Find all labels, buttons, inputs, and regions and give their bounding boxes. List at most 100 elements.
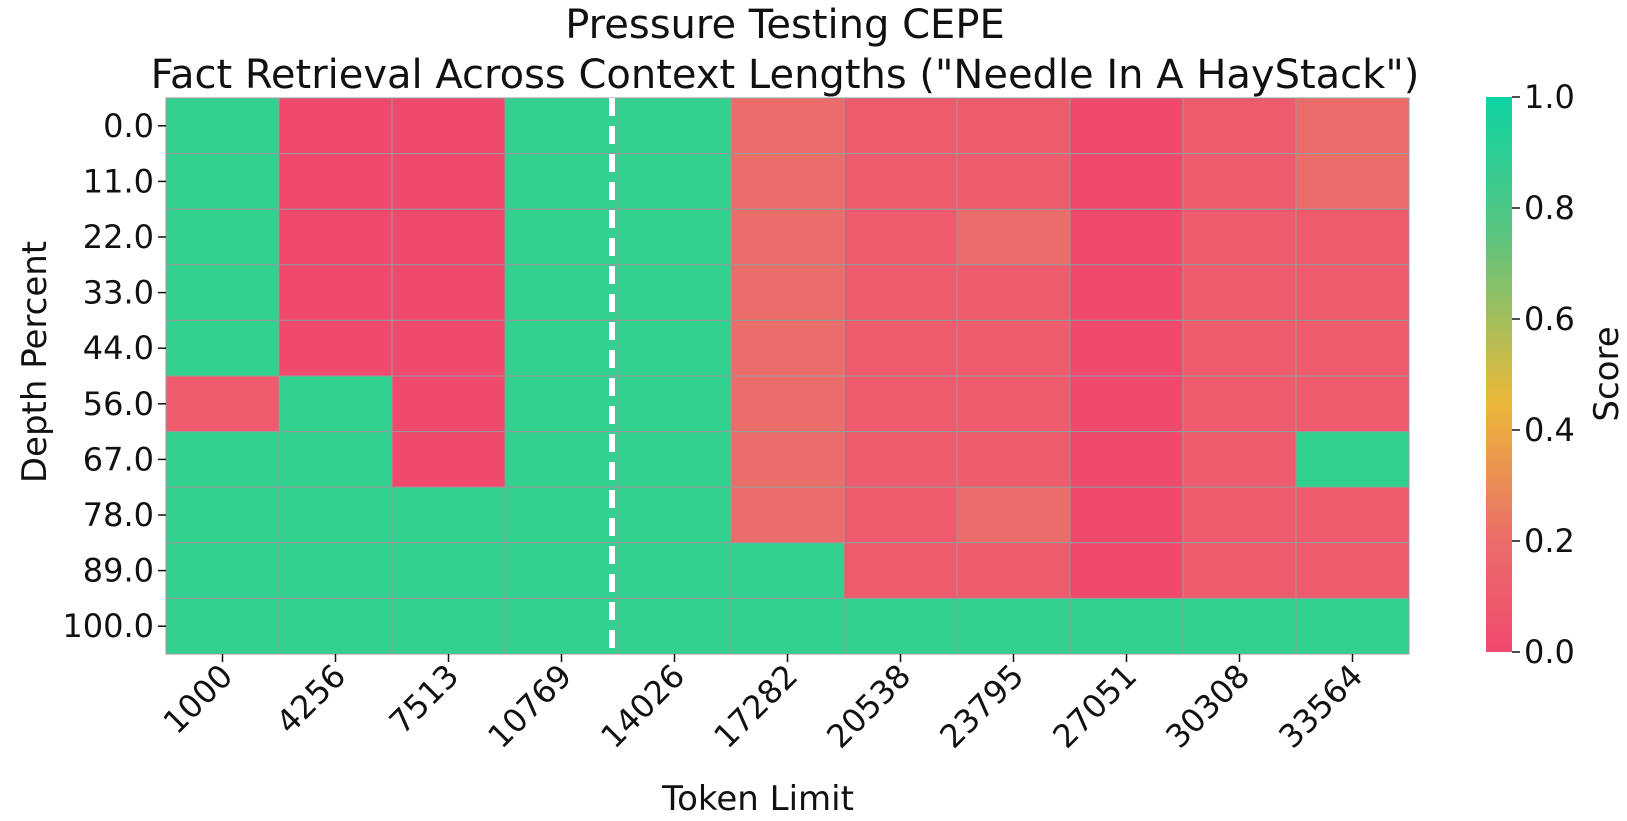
heatmap-cell [1069,597,1184,655]
heatmap-cell [730,486,845,544]
heatmap-cell [504,486,619,544]
y-tick-label: 33.0 [83,274,154,312]
heatmap-cell [165,319,280,377]
heatmap-cell [1069,431,1184,488]
chart-title: Pressure Testing CEPE [565,2,1004,48]
heatmap-cell [843,431,958,488]
heatmap-cell [278,486,393,544]
heatmap-cell [165,375,280,433]
heatmap-cell [730,542,845,599]
y-tick-label: 67.0 [83,440,154,478]
heatmap-cell [1295,208,1410,266]
heatmap-cell [1182,542,1297,599]
heatmap-cell [1295,264,1410,321]
heatmap-cell [504,264,619,321]
y-tick-label: 0.0 [103,107,154,145]
heatmap-cell [956,431,1071,488]
y-tick-label: 100.0 [62,607,154,645]
heatmap-cell [730,375,845,433]
heatmap-cell [278,319,393,377]
y-tick-label: 78.0 [83,496,154,534]
x-ticks: 1000 4256 7513 10769 14026 17282 20538 23795 270… [156,654,1370,756]
y-tick-label: 89.0 [83,552,154,590]
heatmap-cell [1182,319,1297,377]
heatmap-cell [1182,264,1297,321]
x-tick-label: 30308 [1158,657,1257,756]
heatmap-cell [1069,542,1184,599]
heatmap-cell [391,597,506,655]
heatmap-cell [504,542,619,599]
heatmap-cell [617,97,732,155]
heatmap-cell [165,486,280,544]
heatmap-cell [1295,486,1410,544]
heatmap-cell [1069,153,1184,210]
heatmap-cell [165,542,280,599]
heatmap-cell [391,208,506,266]
colorbar-tick-label: 0.4 [1524,411,1575,449]
heatmap-cell [1295,97,1410,155]
heatmap-cell [278,597,393,655]
heatmap-cell [278,542,393,599]
heatmap-cell [956,97,1071,155]
heatmap-cell [1295,375,1410,433]
heatmap-cell [1182,486,1297,544]
x-tick-label: 7513 [382,657,466,741]
heatmap-cell [730,319,845,377]
heatmap-cell [617,486,732,544]
heatmap-cell [504,431,619,488]
heatmap-cell [165,208,280,266]
colorbar-label: Score [1587,326,1627,421]
heatmap-cell [843,264,958,321]
heatmap-cell [843,153,958,210]
heatmap-cell [504,97,619,155]
heatmap-cell [843,319,958,377]
colorbar-tick-label: 0.2 [1524,522,1575,560]
heatmap-cell [165,153,280,210]
heatmap-cell [278,431,393,488]
heatmap-cell [1069,97,1184,155]
heatmap-cell [1069,208,1184,266]
y-tick-label: 44.0 [83,329,154,367]
heatmap-cell [278,97,393,155]
x-tick-label: 1000 [156,657,240,741]
heatmap-cell [391,153,506,210]
x-tick-label: 20538 [819,657,918,756]
x-tick-label: 17282 [706,657,805,756]
heatmap-cell [391,319,506,377]
heatmap-cell [617,319,732,377]
heatmap-cell [1069,486,1184,544]
heatmap-cell [956,153,1071,210]
heatmap-cell [956,375,1071,433]
heatmap-cell [730,208,845,266]
heatmap-cell [730,264,845,321]
heatmap-cell [617,153,732,210]
heatmap-cells [165,97,1410,655]
colorbar-tick-label: 0.6 [1524,300,1575,338]
heatmap-cell [1182,597,1297,655]
heatmap-cell [1069,319,1184,377]
heatmap-cell [1295,319,1410,377]
heatmap-cell [617,375,732,433]
heatmap-cell [730,153,845,210]
y-tick-label: 56.0 [83,385,154,423]
heatmap-cell [1182,431,1297,488]
heatmap-cell [165,431,280,488]
heatmap-cell [504,597,619,655]
heatmap-cell [1069,264,1184,321]
heatmap-cell [956,486,1071,544]
heatmap-cell [843,597,958,655]
x-axis-label: Token Limit [661,779,854,819]
heatmap-cell [278,208,393,266]
y-tick-label: 22.0 [83,218,154,256]
heatmap-cell [617,431,732,488]
heatmap-cell [504,319,619,377]
x-tick-label: 14026 [593,657,692,756]
heatmap-cell [278,153,393,210]
heatmap-cell [843,486,958,544]
heatmap-cell [278,264,393,321]
heatmap-cell [617,208,732,266]
heatmap-cell [956,208,1071,266]
heatmap-cell [1295,597,1410,655]
heatmap-cell [165,597,280,655]
